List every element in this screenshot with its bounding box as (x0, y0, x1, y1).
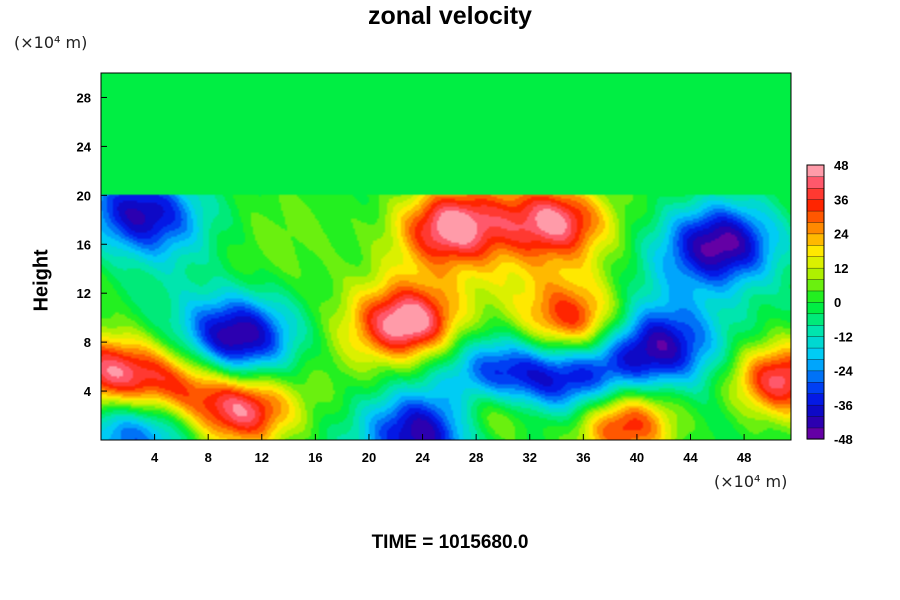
y-tick-label: 24 (77, 139, 92, 154)
y-tick-label: 4 (84, 384, 92, 399)
x-tick-label: 48 (737, 450, 751, 465)
colorbar-level (806, 256, 825, 269)
y-tick-label: 8 (84, 335, 91, 350)
colorbar-level (806, 267, 825, 280)
colorbar-tick-label: -48 (834, 432, 853, 447)
colorbar: 48 36 24 12 0 -12 -24 -36 -48 (806, 158, 854, 447)
x-axis: 4 8 12 16 20 24 28 32 36 40 44 48 (151, 434, 751, 465)
colorbar-tick-label: 36 (834, 192, 848, 207)
colorbar-level (806, 176, 825, 189)
colorbar-level (806, 324, 825, 337)
x-tick-label: 16 (308, 450, 322, 465)
x-axis-unit: (×10⁴ m) (714, 472, 788, 491)
colorbar-level (806, 427, 825, 440)
time-label: TIME = 1015680.0 (371, 532, 529, 553)
colorbar-level (806, 336, 825, 349)
y-axis-unit: (×10⁴ m) (14, 33, 88, 52)
colorbar-tick-label: -12 (834, 329, 853, 344)
colorbar-level (806, 278, 825, 292)
x-tick-label: 24 (415, 450, 430, 465)
colorbar-tick-label: 12 (834, 261, 848, 276)
colorbar-tick-label: -24 (834, 364, 854, 379)
colorbar-tick-label: 24 (834, 227, 849, 242)
y-tick-label: 12 (77, 286, 91, 301)
colorbar-level (806, 221, 825, 235)
plot-area (100, 72, 792, 441)
colorbar-tick-label: 48 (834, 158, 848, 173)
y-tick-label: 20 (77, 188, 91, 203)
x-tick-label: 20 (362, 450, 376, 465)
y-axis: 4 8 12 16 20 24 28 (77, 90, 107, 399)
colorbar-level (806, 244, 825, 257)
x-tick-label: 36 (576, 450, 590, 465)
y-tick-label: 28 (77, 90, 91, 105)
x-tick-label: 4 (151, 450, 159, 465)
colorbar-level (806, 164, 825, 178)
colorbar-level (806, 358, 825, 372)
x-tick-label: 32 (523, 450, 537, 465)
x-tick-label: 28 (469, 450, 483, 465)
colorbar-level (806, 370, 825, 383)
colorbar-level (806, 381, 825, 394)
colorbar-tick-label: 0 (834, 295, 841, 310)
velocity-field (101, 73, 791, 440)
colorbar-frame (806, 164, 825, 440)
y-tick-label: 16 (77, 237, 91, 252)
x-tick-label: 40 (630, 450, 644, 465)
colorbar-level (806, 233, 825, 246)
colorbar-level (806, 290, 825, 303)
colorbar-tick-label: -36 (834, 398, 853, 413)
colorbar-level (806, 210, 825, 223)
colorbar-level (806, 313, 825, 326)
colorbar-level (806, 347, 825, 360)
colorbar-level (806, 393, 825, 406)
colorbar-level (806, 301, 825, 315)
plot-frame (100, 72, 792, 441)
x-tick-label: 44 (683, 450, 698, 465)
colorbar-level (806, 404, 825, 417)
colorbar-level (806, 415, 825, 429)
x-tick-label: 8 (205, 450, 212, 465)
chart-title: zonal velocity (368, 2, 532, 30)
colorbar-level (806, 187, 825, 200)
x-tick-label: 12 (255, 450, 269, 465)
colorbar-level (806, 199, 825, 212)
